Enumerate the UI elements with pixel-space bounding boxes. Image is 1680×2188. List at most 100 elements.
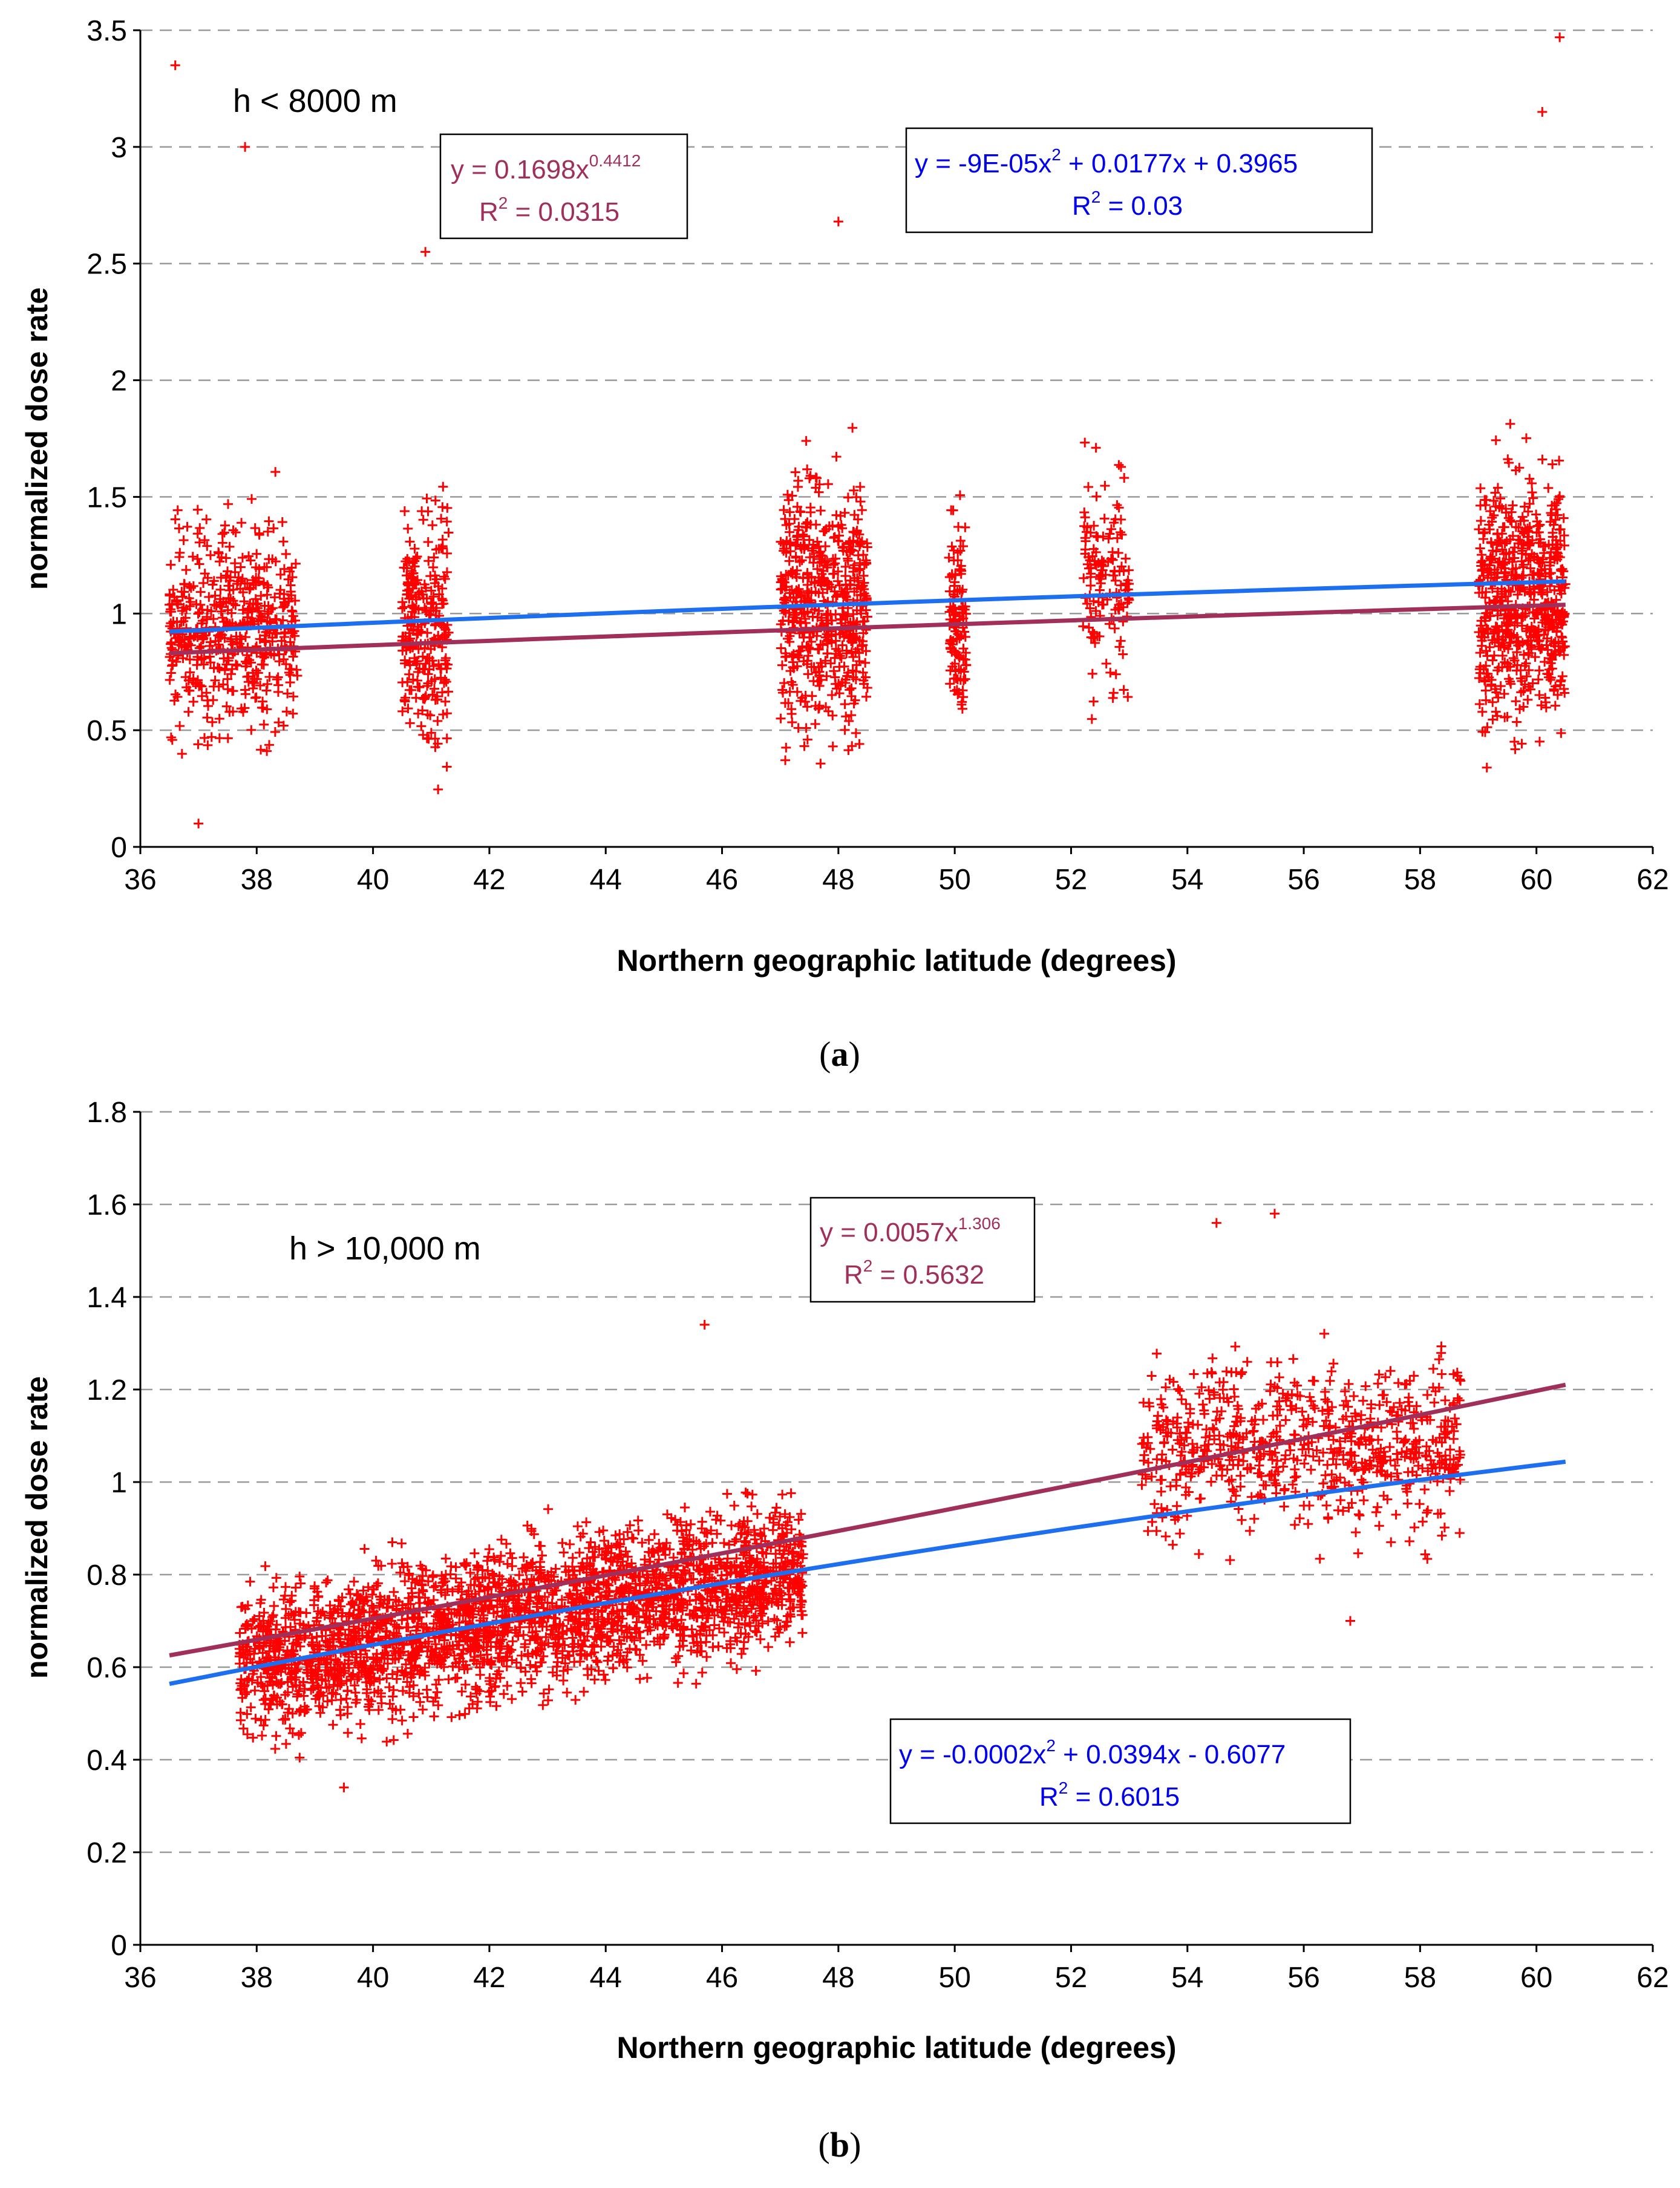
data-point <box>255 634 265 644</box>
data-point <box>227 639 238 650</box>
data-point <box>1120 554 1131 564</box>
data-point <box>955 535 966 546</box>
data-point <box>285 670 295 680</box>
data-point <box>454 1710 465 1720</box>
data-point <box>245 616 255 627</box>
data-point <box>416 721 427 731</box>
data-point <box>1390 1460 1401 1471</box>
data-point <box>235 562 246 572</box>
data-point <box>171 689 181 699</box>
data-point <box>177 749 187 759</box>
data-point <box>787 717 797 727</box>
data-point <box>194 818 204 829</box>
data-point <box>226 669 237 679</box>
data-point <box>271 1731 281 1741</box>
data-point <box>953 555 963 566</box>
y-tick-label: 0 <box>111 832 127 864</box>
data-point <box>822 648 832 659</box>
data-point <box>815 639 826 650</box>
data-point <box>851 492 861 502</box>
panel-b: 00.20.40.60.811.21.41.61.836 38 40 42 44 46 48… <box>20 1097 1669 2164</box>
data-point <box>843 611 853 621</box>
data-point <box>247 676 258 687</box>
panel-a-y-axis-title: normalized dose rate <box>20 287 54 590</box>
data-point <box>214 664 224 674</box>
data-point <box>842 645 852 656</box>
data-point <box>1476 483 1486 494</box>
data-point <box>1229 1486 1239 1497</box>
data-point <box>244 551 254 561</box>
data-point <box>223 499 234 509</box>
data-point <box>286 580 296 590</box>
data-point <box>423 669 433 679</box>
data-point <box>831 554 841 564</box>
data-point <box>958 541 968 552</box>
data-point <box>174 523 184 534</box>
panel-a-condition-label: h < 8000 m <box>233 83 397 119</box>
data-point <box>402 589 412 599</box>
data-point <box>442 762 452 772</box>
data-point <box>697 1517 707 1527</box>
data-point <box>223 733 233 743</box>
data-point <box>239 596 249 607</box>
data-point <box>295 1752 305 1763</box>
data-point <box>802 702 812 712</box>
data-point <box>592 1657 603 1667</box>
data-point <box>259 719 269 730</box>
data-point <box>1488 697 1498 707</box>
data-point <box>793 535 803 545</box>
data-point <box>1498 522 1508 532</box>
data-point <box>814 681 825 691</box>
data-point <box>835 681 846 691</box>
data-point <box>1082 522 1093 532</box>
data-point <box>223 605 233 615</box>
data-point <box>422 710 433 720</box>
data-point <box>804 572 814 583</box>
data-point <box>250 523 260 534</box>
data-point <box>240 685 250 695</box>
data-point <box>857 505 867 515</box>
data-point <box>1122 598 1133 608</box>
data-point <box>210 675 220 685</box>
data-point <box>840 674 851 685</box>
data-point <box>843 555 853 566</box>
data-point <box>175 721 185 731</box>
data-point <box>954 564 964 574</box>
data-point <box>223 566 233 576</box>
data-point <box>1091 443 1101 453</box>
data-point <box>442 517 452 527</box>
data-point <box>855 558 865 568</box>
data-point <box>829 666 839 676</box>
data-point <box>426 728 436 738</box>
data-point <box>328 1720 338 1730</box>
data-point <box>397 706 408 716</box>
data-point <box>228 707 238 717</box>
data-point <box>1518 562 1528 572</box>
data-point <box>430 674 440 684</box>
data-point <box>223 581 234 591</box>
data-point <box>834 688 845 699</box>
data-point <box>1114 460 1124 470</box>
data-point <box>793 586 802 596</box>
data-point <box>283 688 293 699</box>
data-point <box>431 603 442 613</box>
data-point <box>433 716 443 726</box>
data-point <box>779 505 789 515</box>
data-point <box>263 607 273 617</box>
data-point <box>217 613 227 623</box>
y-tick-label: 2.5 <box>87 249 127 281</box>
data-point <box>719 1538 729 1548</box>
data-point <box>257 612 267 622</box>
data-point <box>397 603 407 613</box>
data-point <box>947 569 957 580</box>
data-point <box>785 527 795 537</box>
data-point <box>502 1559 512 1569</box>
data-point <box>1118 649 1128 659</box>
data-point <box>822 636 832 646</box>
data-point <box>961 660 972 670</box>
data-point <box>407 685 417 695</box>
data-point <box>816 674 826 685</box>
data-point <box>826 638 837 648</box>
data-point <box>293 1730 304 1740</box>
data-point <box>264 740 274 750</box>
